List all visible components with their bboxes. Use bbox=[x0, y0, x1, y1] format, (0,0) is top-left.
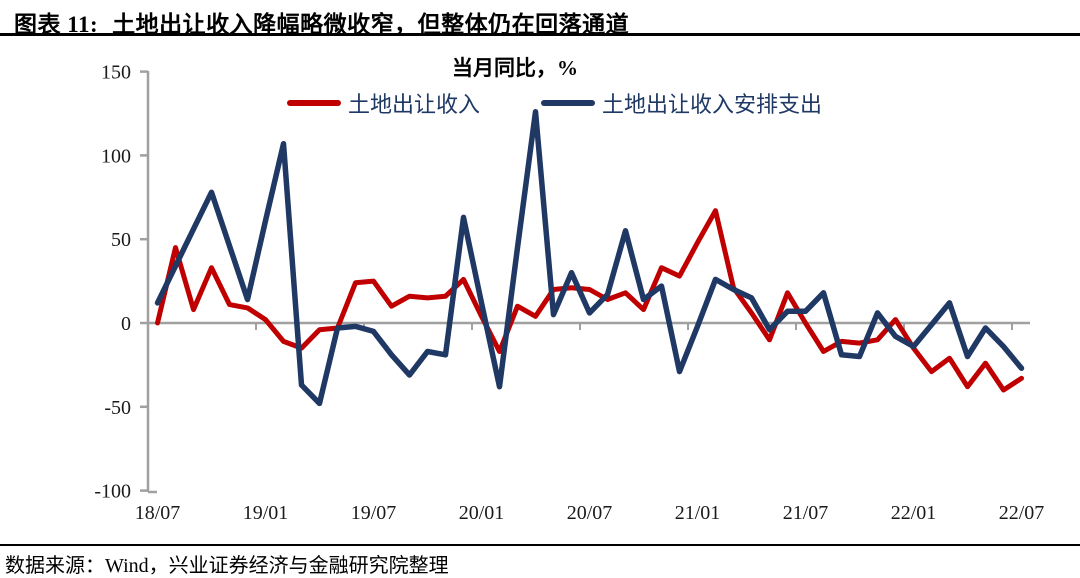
legend-item-land-revenue: 土地出让收入 bbox=[287, 87, 480, 119]
x-axis-label: 22/07 bbox=[999, 502, 1045, 524]
chart-legend: 土地出让收入 土地出让收入安排支出 bbox=[287, 87, 822, 119]
x-axis-label: 20/01 bbox=[459, 502, 505, 524]
legend-item-land-expenditure: 土地出让收入安排支出 bbox=[541, 87, 822, 119]
figure-title: 土地出让收入降幅略微收窄，但整体仍在回落通道 bbox=[112, 12, 630, 37]
y-axis-label: 100 bbox=[101, 145, 131, 167]
figure-header: 图表 11: 土地出让收入降幅略微收窄，但整体仍在回落通道 bbox=[14, 5, 629, 39]
x-axis-label: 22/01 bbox=[891, 502, 937, 524]
figure-number: 图表 11: bbox=[14, 12, 99, 37]
y-axis-label: 150 bbox=[101, 62, 131, 84]
x-axis-label: 21/01 bbox=[675, 502, 721, 524]
y-axis-label: 0 bbox=[121, 313, 131, 335]
expenditure-line-swatch bbox=[541, 100, 596, 106]
y-axis-label: -100 bbox=[94, 481, 131, 503]
y-axis-label: 50 bbox=[111, 229, 131, 251]
revenue-line bbox=[155, 208, 1024, 393]
x-axis-label: 19/01 bbox=[243, 502, 289, 524]
y-axis-label: -50 bbox=[104, 397, 131, 419]
x-axis-label: 19/07 bbox=[351, 502, 397, 524]
x-axis-label: 21/07 bbox=[783, 502, 829, 524]
expenditure-line bbox=[154, 109, 1025, 407]
title-divider bbox=[0, 33, 1080, 36]
legend-label-revenue: 土地出让收入 bbox=[348, 92, 481, 117]
legend-label-expenditure: 土地出让收入安排支出 bbox=[602, 92, 823, 117]
chart-title: 当月同比，% bbox=[452, 56, 578, 80]
revenue-line-swatch bbox=[287, 100, 341, 106]
data-source-note: 数据来源：Wind，兴业证券经济与金融研究院整理 bbox=[5, 555, 449, 577]
x-axis-label: 18/07 bbox=[135, 502, 181, 524]
x-axis-label: 20/07 bbox=[567, 502, 613, 524]
footer-divider bbox=[0, 544, 1080, 546]
